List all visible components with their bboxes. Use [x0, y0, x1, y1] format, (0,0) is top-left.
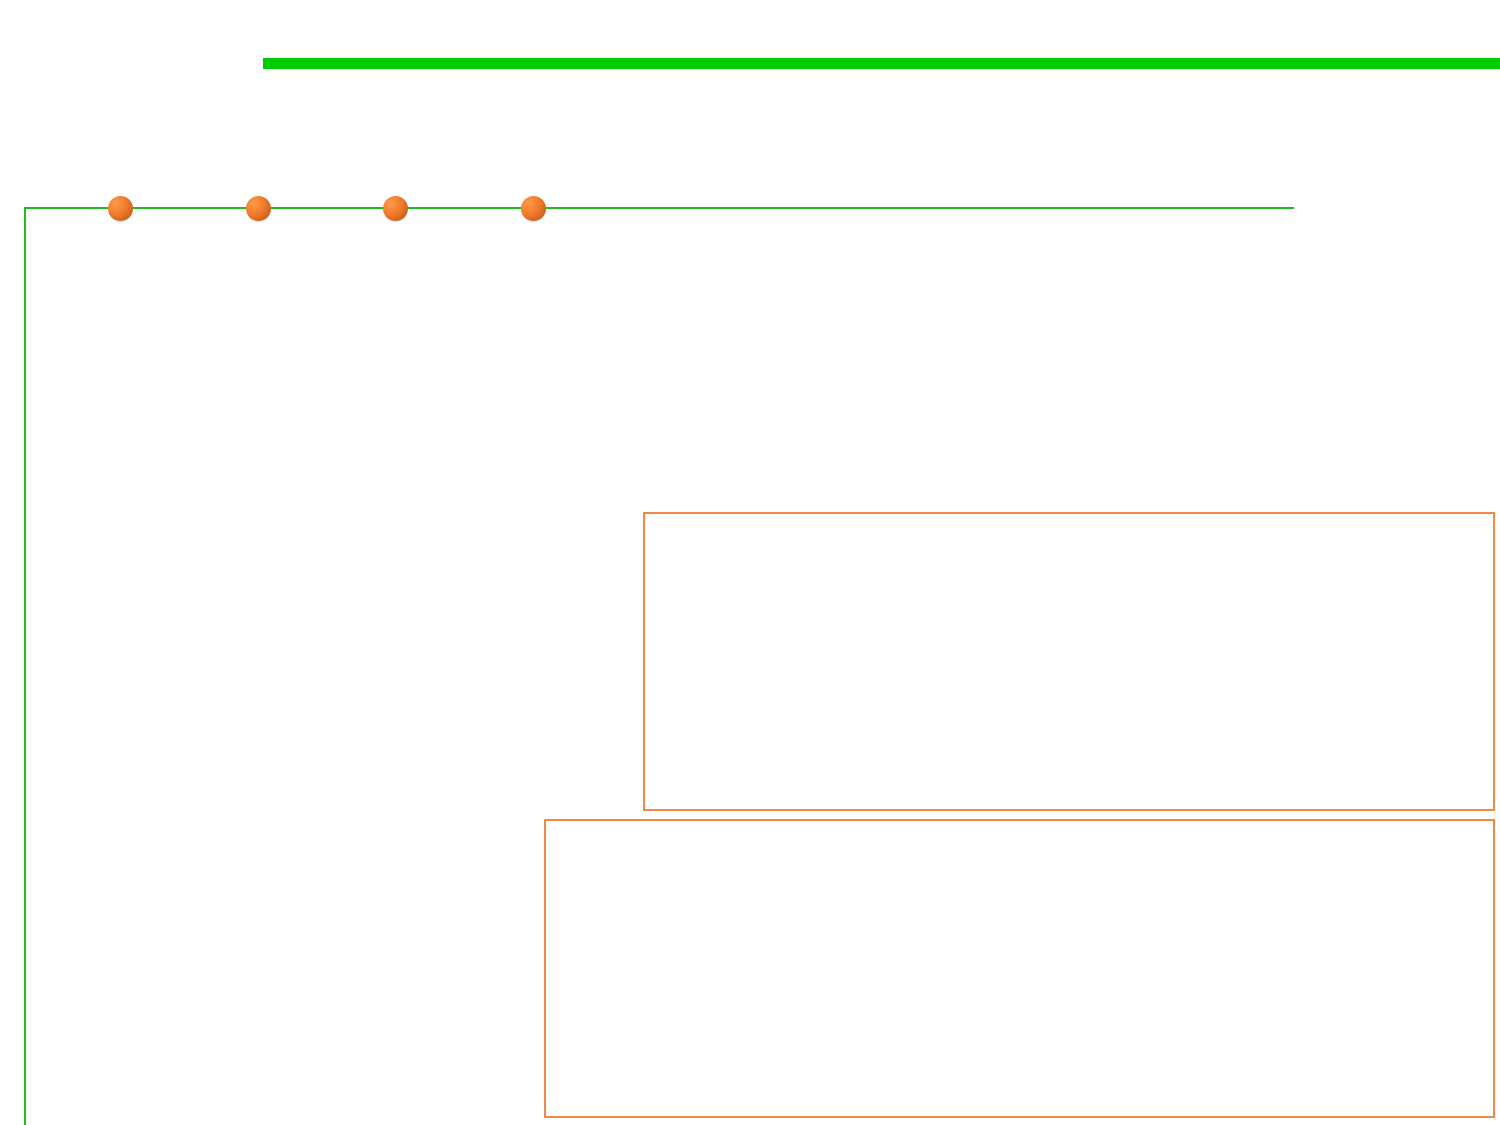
content-panel-upper	[643, 512, 1495, 811]
orange-circle-icon	[108, 196, 133, 221]
frame-line-horizontal	[24, 207, 1294, 209]
orange-circle-icon	[383, 196, 408, 221]
content-panel-lower	[544, 819, 1495, 1118]
orange-circle-icon	[246, 196, 271, 221]
frame-line-vertical	[24, 207, 26, 1125]
orange-circle-icon	[521, 196, 546, 221]
top-accent-bar	[263, 58, 1500, 69]
